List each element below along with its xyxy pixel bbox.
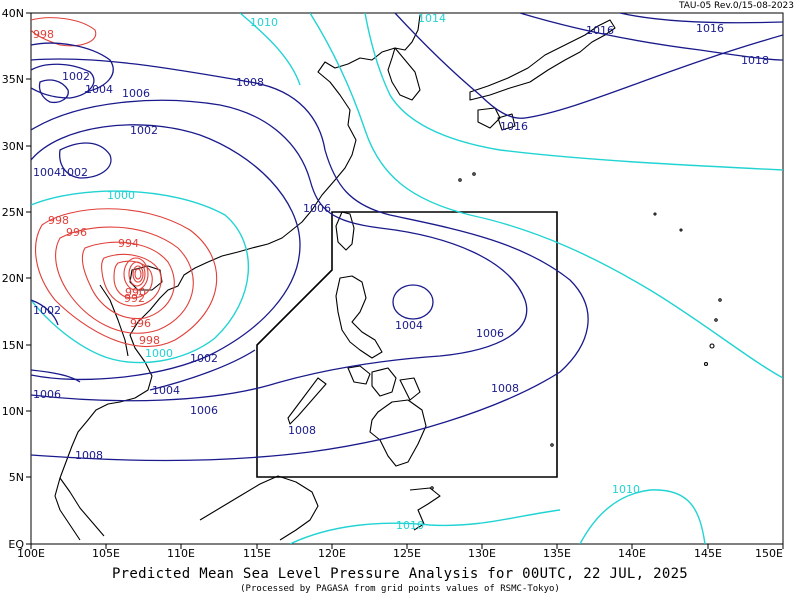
x-tick-label: 125E — [393, 547, 421, 560]
y-tick-label: 30N — [2, 140, 24, 153]
map-subtitle: (Processed by PAGASA from grid points va… — [240, 584, 560, 594]
y-tick-label: EQ — [8, 538, 24, 551]
isobar-label: 1000 — [107, 189, 135, 202]
isobar-label: 1016 — [696, 22, 724, 35]
isobar-label: 1002 — [33, 304, 61, 317]
x-tick-label: 120E — [318, 547, 346, 560]
isobar-label: 1016 — [586, 24, 614, 37]
isobar-label: 1006 — [33, 388, 61, 401]
isobar-label: 994 — [118, 237, 139, 250]
y-tick-label: 40N — [2, 7, 24, 20]
x-tick-label: 110E — [167, 547, 195, 560]
isobar-label: 996 — [130, 317, 151, 330]
x-axis-labels: 100E 105E 110E 115E 120E 125E 130E 135E … — [17, 547, 783, 560]
isobar-label: 1010 — [396, 519, 424, 532]
isobar-label: 1014 — [418, 12, 446, 25]
isobar-label: 1010 — [250, 16, 278, 29]
isobar-labels: 998 1002 1004 1006 1008 1010 1014 1016 1… — [33, 12, 769, 532]
y-axis-labels: 40N 35N 30N 25N 20N 15N 10N 5N EQ — [2, 7, 25, 551]
isobar-label: 1008 — [236, 76, 264, 89]
isobar-label: 1002 — [60, 166, 88, 179]
y-tick-label: 35N — [2, 73, 24, 86]
x-tick-label: 150E — [755, 547, 783, 560]
isobar-label: 1002 — [130, 124, 158, 137]
x-tick-label: 140E — [618, 547, 646, 560]
revision-label: TAU-05 Rev.0/15-08-2023 — [678, 1, 794, 11]
par-boundary — [256, 211, 558, 478]
map-title: Predicted Mean Sea Level Pressure Analys… — [111, 566, 689, 582]
isobar-label: 1008 — [491, 382, 519, 395]
isobar-label: 1008 — [75, 449, 103, 462]
isobar-label: 1000 — [145, 347, 173, 360]
isobars-blue — [31, 13, 783, 462]
isobar-label: 1006 — [122, 87, 150, 100]
isobar-label: 998 — [33, 28, 54, 41]
isobar-label: 1006 — [476, 327, 504, 340]
y-tick-label: 15N — [2, 339, 24, 352]
isobar-label: 1006 — [303, 202, 331, 215]
coastlines — [54, 14, 722, 541]
x-tick-label: 145E — [694, 547, 722, 560]
y-tick-label: 5N — [9, 471, 24, 484]
x-tick-label: 135E — [543, 547, 571, 560]
isobar-label: 1004 — [85, 83, 113, 96]
y-tick-label: 10N — [2, 405, 24, 418]
isobar-label: 996 — [66, 226, 87, 239]
isobar-label: 1002 — [62, 70, 90, 83]
axis-ticks — [26, 12, 784, 549]
y-tick-label: 25N — [2, 206, 24, 219]
isobar-label: 1010 — [612, 483, 640, 496]
isobar-label: 990 — [125, 286, 146, 299]
isobar-label: 1018 — [741, 54, 769, 67]
isobar-label: 998 — [139, 334, 160, 347]
isobar-label: 1004 — [33, 166, 61, 179]
x-tick-label: 100E — [17, 547, 45, 560]
isobar-label: 1002 — [190, 352, 218, 365]
x-tick-label: 115E — [243, 547, 271, 560]
x-tick-label: 130E — [468, 547, 496, 560]
isobars-cyan — [31, 13, 783, 544]
isobar-label: 1004 — [395, 319, 423, 332]
isobar-label: 1016 — [500, 120, 528, 133]
isobar-label: 1006 — [190, 404, 218, 417]
isobar-label: 1004 — [152, 384, 180, 397]
y-tick-label: 20N — [2, 272, 24, 285]
isobar-label: 998 — [48, 214, 69, 227]
x-tick-label: 105E — [92, 547, 120, 560]
isobar-label: 992 — [124, 292, 145, 305]
isobars-red — [31, 17, 218, 348]
isobar-label: 1008 — [288, 424, 316, 437]
